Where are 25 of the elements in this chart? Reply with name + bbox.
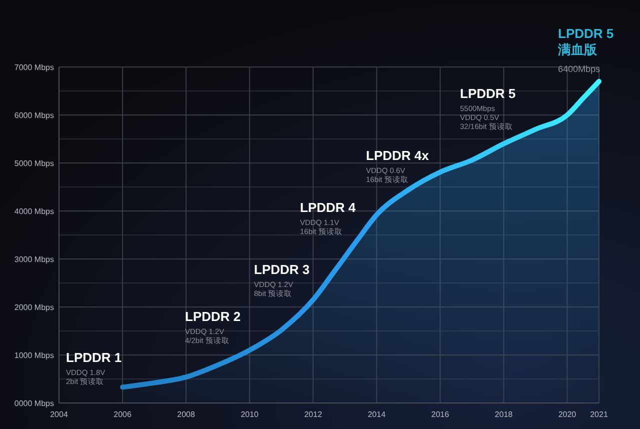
x-tick-label: 2008 bbox=[177, 410, 196, 419]
annotation: LPDDR 3 VDDQ 1.2V 8bit 预读取 bbox=[254, 262, 310, 298]
y-tick-label: 5000 Mbps bbox=[14, 159, 54, 168]
x-tick-label: 2018 bbox=[494, 410, 514, 419]
x-tick-label: 2021 bbox=[590, 410, 608, 419]
annotation: LPDDR 1 VDDQ 1.8V 2bit 预读取 bbox=[66, 350, 122, 386]
x-tick-label: 2010 bbox=[240, 410, 260, 419]
annotation: LPDDR 2 VDDQ 1.2V 4/2bit 预读取 bbox=[185, 309, 241, 345]
x-tick-label: 2020 bbox=[558, 410, 577, 419]
y-tick-label: 4000 Mbps bbox=[14, 207, 54, 216]
y-tick-label: 3000 Mbps bbox=[14, 255, 54, 264]
y-tick-label: 7000 Mbps bbox=[14, 63, 54, 72]
x-tick-label: 2016 bbox=[431, 410, 450, 419]
y-tick-label: 6000 Mbps bbox=[14, 111, 54, 120]
y-tick-label: 1000 Mbps bbox=[14, 351, 54, 360]
annotation: LPDDR 4 VDDQ 1.1V 16bit 预读取 bbox=[300, 200, 356, 236]
x-tick-label: 2006 bbox=[114, 410, 132, 419]
x-tick-label: 2012 bbox=[304, 410, 323, 419]
y-tick-label: 2000 Mbps bbox=[14, 303, 54, 312]
y-tick-label: 0000 Mbps bbox=[14, 399, 54, 408]
annotation: LPDDR 4x VDDQ 0.6V 16bit 预读取 bbox=[366, 148, 430, 184]
x-tick-label: 2014 bbox=[368, 410, 386, 419]
x-tick-label: 2004 bbox=[50, 410, 68, 419]
annotation: LPDDR 5 满血版 6400Mbps bbox=[557, 26, 614, 74]
annotation: LPDDR 5 5500Mbps VDDQ 0.5V 32/16bit 预读取 bbox=[460, 86, 516, 131]
